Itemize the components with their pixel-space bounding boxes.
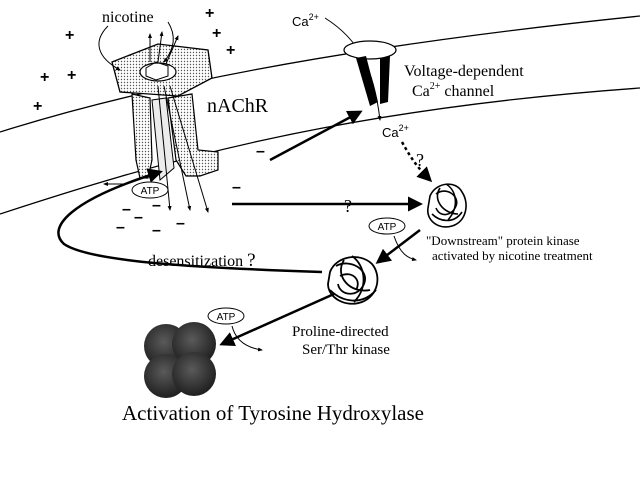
svg-text:ATP: ATP (378, 222, 397, 233)
svg-text:–: – (116, 219, 125, 236)
svg-text:–: – (122, 201, 131, 218)
downstream-label-line1: "Downstream" protein kinase (426, 233, 580, 248)
channel-label-line1: Voltage-dependent (404, 63, 524, 80)
downstream-label-line2: activated by nicotine treatment (432, 248, 593, 263)
svg-text:–: – (152, 222, 161, 239)
svg-text:–: – (176, 215, 185, 232)
proline-to-th-arrow (219, 292, 335, 346)
svg-text:+: + (205, 5, 214, 22)
nicotine-pointer-right (163, 21, 174, 63)
kinase-atp-badge: ATP (368, 217, 406, 235)
svg-text:+: + (67, 67, 76, 84)
svg-text:–: – (152, 197, 161, 214)
calcium-ion-inside: Ca2+ (382, 123, 409, 140)
membrane-outer-line (0, 15, 640, 133)
svg-text:+: + (65, 27, 74, 44)
nicotine-label: nicotine (102, 9, 154, 26)
channel-label-line2: Ca2+ channel (412, 81, 495, 100)
svg-text:ATP: ATP (141, 186, 160, 197)
receptor-atp-badge: ATP (131, 181, 169, 199)
svg-text:ATP: ATP (217, 312, 236, 323)
proline-directed-kinase-icon (327, 255, 379, 305)
nicotine-ring-icon (145, 61, 169, 81)
calcium-ion-outside: Ca2+ (292, 12, 319, 29)
svg-text:+: + (212, 25, 221, 42)
proline-label-line1: Proline-directed (292, 324, 389, 340)
depolarization-arrow (269, 110, 363, 162)
calcium-question-mark: ? (416, 150, 424, 170)
pathway-question-mark: ? (344, 196, 352, 216)
receptor-icon (111, 43, 219, 182)
nicotine-pointer-left (98, 25, 121, 71)
calcium-to-kinase-arrow (400, 141, 433, 183)
calcium-channel-icon (343, 40, 397, 106)
membrane-inner-line (0, 87, 640, 215)
svg-text:+: + (33, 98, 42, 115)
kinase-atp-arrow (393, 235, 417, 261)
desensitization-feedback-arrow (57, 168, 323, 274)
desensitization-label: desensitization? (148, 250, 256, 271)
th-atp-arrow (231, 325, 263, 352)
nachr-label: nAChR (207, 95, 269, 117)
activation-label: Activation of Tyrosine Hydroxylase (122, 401, 424, 425)
proline-label-line2: Ser/Thr kinase (302, 342, 390, 358)
svg-text:–: – (256, 143, 265, 160)
protein-kinase-icon (427, 183, 467, 228)
kinase-to-proline-arrow (375, 229, 421, 264)
th-atp-badge: ATP (207, 307, 245, 325)
svg-text:–: – (232, 179, 241, 196)
intracellular-charges: – – – – – – – – (116, 143, 265, 239)
svg-text:–: – (134, 209, 143, 226)
svg-text:+: + (226, 42, 235, 59)
svg-text:+: + (40, 69, 49, 86)
tyrosine-hydroxylase-icon (144, 322, 216, 398)
extracellular-charges: + + + + + + + (33, 5, 235, 115)
